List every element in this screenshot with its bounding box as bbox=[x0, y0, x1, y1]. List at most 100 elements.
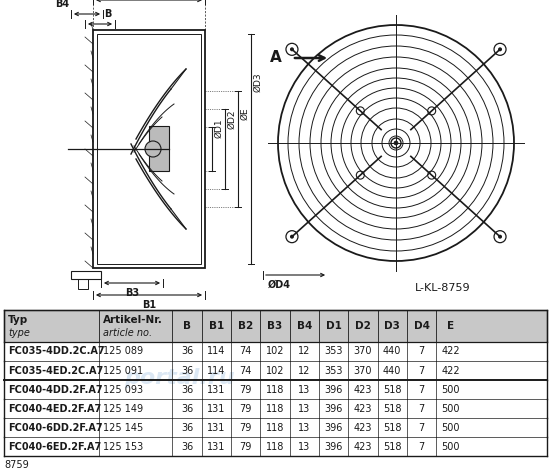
Text: 396: 396 bbox=[324, 385, 343, 394]
Text: 12: 12 bbox=[298, 347, 310, 357]
Text: Typ: Typ bbox=[8, 315, 28, 325]
Text: 7: 7 bbox=[419, 366, 425, 376]
Text: 118: 118 bbox=[266, 441, 284, 452]
Text: B4: B4 bbox=[296, 321, 312, 331]
Text: 125 091: 125 091 bbox=[103, 366, 143, 376]
Text: D2: D2 bbox=[355, 321, 371, 331]
Text: 423: 423 bbox=[354, 422, 372, 432]
Text: ØE: ØE bbox=[240, 107, 249, 120]
Text: 370: 370 bbox=[354, 366, 372, 376]
Text: 118: 118 bbox=[266, 385, 284, 394]
Text: ØD4: ØD4 bbox=[268, 280, 291, 290]
Text: 12: 12 bbox=[298, 366, 310, 376]
Text: 13: 13 bbox=[298, 403, 310, 413]
Text: B4: B4 bbox=[55, 0, 69, 9]
Text: 131: 131 bbox=[207, 441, 225, 452]
Text: 440: 440 bbox=[383, 347, 402, 357]
Text: 518: 518 bbox=[383, 403, 402, 413]
Text: FC040-4DD.2F.A7: FC040-4DD.2F.A7 bbox=[8, 385, 103, 394]
Text: 114: 114 bbox=[207, 347, 225, 357]
Text: D1: D1 bbox=[326, 321, 342, 331]
Text: 131: 131 bbox=[207, 403, 225, 413]
Text: 7: 7 bbox=[419, 403, 425, 413]
Text: 36: 36 bbox=[181, 403, 193, 413]
Text: L-KL-8759: L-KL-8759 bbox=[415, 283, 471, 293]
Text: article no.: article no. bbox=[103, 328, 152, 338]
Bar bbox=[71, 271, 101, 279]
Text: 423: 423 bbox=[354, 385, 372, 394]
Text: A: A bbox=[270, 51, 282, 65]
Text: E: E bbox=[447, 321, 454, 331]
Text: 125 145: 125 145 bbox=[103, 422, 143, 432]
Text: type: type bbox=[8, 328, 30, 338]
Text: 36: 36 bbox=[181, 347, 193, 357]
Text: 118: 118 bbox=[266, 422, 284, 432]
Text: 125 089: 125 089 bbox=[103, 347, 143, 357]
Text: 118: 118 bbox=[266, 403, 284, 413]
Text: B1: B1 bbox=[142, 300, 156, 310]
Text: 131: 131 bbox=[207, 385, 225, 394]
Text: 500: 500 bbox=[442, 385, 460, 394]
Text: 13: 13 bbox=[298, 441, 310, 452]
Text: 518: 518 bbox=[383, 441, 402, 452]
Text: 500: 500 bbox=[442, 422, 460, 432]
Text: 8759: 8759 bbox=[4, 460, 29, 470]
Text: B: B bbox=[183, 321, 191, 331]
Text: 7: 7 bbox=[419, 422, 425, 432]
Text: 370: 370 bbox=[354, 347, 372, 357]
Text: 13: 13 bbox=[298, 385, 310, 394]
Circle shape bbox=[498, 235, 502, 239]
Text: D4: D4 bbox=[414, 321, 430, 331]
Text: B3: B3 bbox=[125, 288, 139, 298]
Text: 79: 79 bbox=[239, 403, 252, 413]
Text: ØD2: ØD2 bbox=[227, 110, 236, 129]
Text: B1: B1 bbox=[208, 321, 224, 331]
Text: ØD1: ØD1 bbox=[214, 118, 223, 138]
Text: FC040-4ED.2F.A7: FC040-4ED.2F.A7 bbox=[8, 403, 101, 413]
Text: 423: 423 bbox=[354, 441, 372, 452]
Circle shape bbox=[290, 47, 294, 52]
Text: 102: 102 bbox=[266, 366, 284, 376]
Text: B: B bbox=[104, 9, 112, 19]
Text: D3: D3 bbox=[384, 321, 400, 331]
Text: 79: 79 bbox=[239, 441, 252, 452]
Bar bbox=[97, 34, 201, 264]
Text: ØD3: ØD3 bbox=[253, 72, 262, 91]
Text: FC035-4ED.2C.A7: FC035-4ED.2C.A7 bbox=[8, 366, 103, 376]
Circle shape bbox=[145, 141, 161, 157]
Text: 13: 13 bbox=[298, 422, 310, 432]
Text: 422: 422 bbox=[442, 366, 460, 376]
Text: 396: 396 bbox=[324, 403, 343, 413]
Bar bbox=[78, 279, 88, 289]
Text: 36: 36 bbox=[181, 385, 193, 394]
Text: B3: B3 bbox=[267, 321, 283, 331]
Text: 7: 7 bbox=[419, 441, 425, 452]
Text: 79: 79 bbox=[239, 385, 252, 394]
Text: 36: 36 bbox=[181, 422, 193, 432]
Text: FC035-4DD.2C.A7: FC035-4DD.2C.A7 bbox=[8, 347, 104, 357]
Text: portal.ru: portal.ru bbox=[125, 368, 235, 388]
Text: 131: 131 bbox=[207, 422, 225, 432]
Bar bbox=[4, 310, 547, 342]
Text: 74: 74 bbox=[239, 347, 252, 357]
Circle shape bbox=[394, 141, 398, 145]
Text: 353: 353 bbox=[324, 366, 343, 376]
Text: 114: 114 bbox=[207, 366, 225, 376]
Text: 125 149: 125 149 bbox=[103, 403, 143, 413]
Text: 518: 518 bbox=[383, 385, 402, 394]
Text: 7: 7 bbox=[419, 385, 425, 394]
Text: 74: 74 bbox=[239, 366, 252, 376]
Text: 7: 7 bbox=[419, 347, 425, 357]
Text: 102: 102 bbox=[266, 347, 284, 357]
Text: FC040-6DD.2F.A7: FC040-6DD.2F.A7 bbox=[8, 422, 103, 432]
Text: 125 153: 125 153 bbox=[103, 441, 143, 452]
Text: 125 093: 125 093 bbox=[103, 385, 143, 394]
Text: 422: 422 bbox=[442, 347, 460, 357]
Text: 440: 440 bbox=[383, 366, 402, 376]
Text: B2: B2 bbox=[238, 321, 253, 331]
Text: 500: 500 bbox=[442, 441, 460, 452]
Text: 353: 353 bbox=[324, 347, 343, 357]
Circle shape bbox=[498, 47, 502, 52]
Text: Artikel-Nr.: Artikel-Nr. bbox=[103, 315, 163, 325]
Text: 500: 500 bbox=[442, 403, 460, 413]
